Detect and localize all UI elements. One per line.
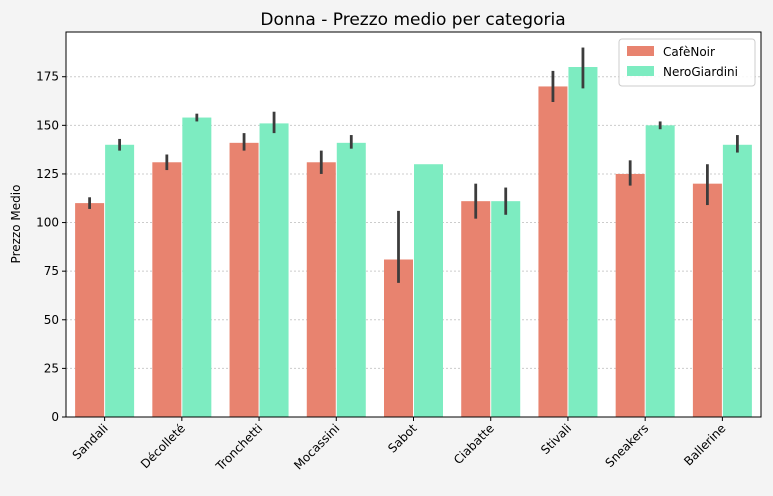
y-tick-label: 50 bbox=[44, 313, 59, 327]
y-tick-label: 100 bbox=[36, 216, 59, 230]
x-tick-label: Ciabatte bbox=[451, 421, 497, 467]
x-tick-label: Mocassini bbox=[291, 421, 342, 472]
bar-nerogiardini bbox=[336, 142, 366, 418]
bar-cafenoir bbox=[692, 183, 722, 417]
x-tick-label: Décolleté bbox=[138, 421, 188, 471]
y-axis: 0 25 50 75 100 125 150 175 bbox=[36, 70, 66, 424]
bars bbox=[75, 67, 752, 418]
bar-nerogiardini bbox=[105, 144, 135, 417]
legend: CafèNoir NeroGiardini bbox=[618, 38, 756, 87]
y-tick-label: 125 bbox=[36, 167, 59, 181]
bar-nerogiardini bbox=[182, 117, 212, 418]
x-tick-label: Stivali bbox=[538, 421, 574, 457]
y-tick-label: 150 bbox=[36, 118, 59, 132]
legend-swatch bbox=[627, 46, 654, 56]
bar-cafenoir bbox=[152, 162, 182, 417]
x-tick-label: Tronchetti bbox=[212, 421, 265, 474]
chart-title: Donna - Prezzo medio per categoria bbox=[260, 10, 565, 30]
bar-cafenoir bbox=[229, 142, 259, 418]
y-tick-label: 0 bbox=[51, 410, 59, 424]
y-tick-label: 25 bbox=[44, 361, 59, 375]
bar-cafenoir bbox=[538, 86, 568, 417]
x-tick-label: Ballerine bbox=[681, 421, 728, 468]
bar-cafenoir bbox=[384, 259, 413, 417]
plot-area bbox=[66, 32, 761, 417]
bar-nerogiardini bbox=[259, 123, 289, 417]
legend-label: CafèNoir bbox=[663, 45, 715, 59]
bar-cafenoir bbox=[75, 203, 105, 417]
y-axis-label: Prezzo Medio bbox=[9, 185, 23, 264]
bar-cafenoir bbox=[306, 162, 336, 417]
x-tick-label: Sneakers bbox=[602, 421, 651, 470]
bar-nerogiardini bbox=[491, 201, 521, 417]
bar-cafenoir bbox=[615, 173, 645, 417]
x-tick-label: Sabot bbox=[385, 421, 420, 456]
y-tick-label: 175 bbox=[36, 70, 59, 84]
bar-nerogiardini bbox=[722, 144, 752, 417]
y-tick-label: 75 bbox=[44, 264, 59, 278]
legend-swatch bbox=[627, 66, 654, 76]
x-axis: Sandali Décolleté Tronchetti Mocassini Sabot… bbox=[70, 417, 729, 474]
legend-label: NeroGiardini bbox=[663, 65, 738, 79]
bar-nerogiardini bbox=[645, 125, 675, 417]
bar-cafenoir bbox=[461, 201, 491, 417]
bar-nerogiardini bbox=[414, 164, 443, 417]
x-tick-label: Sandali bbox=[70, 421, 111, 462]
bar-nerogiardini bbox=[568, 67, 598, 417]
error-bars bbox=[88, 47, 739, 283]
